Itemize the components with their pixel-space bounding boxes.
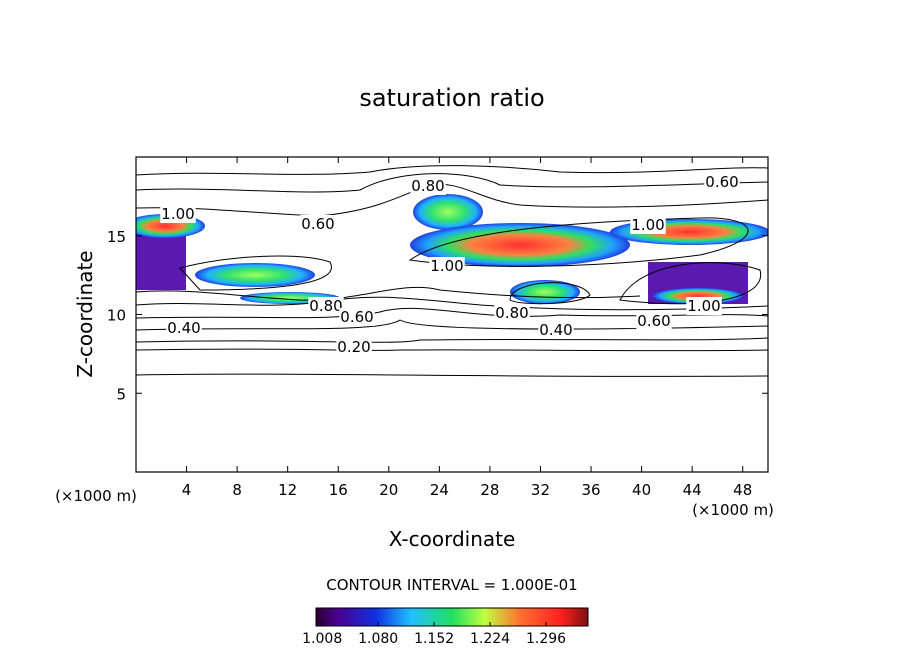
contour-label: 0.40 xyxy=(539,321,572,339)
x-tick-label: 40 xyxy=(632,481,651,499)
contour-label: 1.00 xyxy=(161,205,194,223)
contour-label: 0.60 xyxy=(340,308,373,326)
contour-label: 0.20 xyxy=(337,338,370,356)
contour-label-bg xyxy=(410,177,446,195)
contour-line xyxy=(136,307,768,319)
contour-label-bg xyxy=(630,216,666,234)
contour-line xyxy=(136,337,768,343)
colorbar-tick-label: 1.296 xyxy=(526,631,566,647)
contour-line xyxy=(136,286,641,301)
x-unit-left: (×1000 m) xyxy=(55,487,137,505)
contour-line xyxy=(179,255,332,291)
x-tick-label: 24 xyxy=(430,481,449,499)
x-tick-label: 28 xyxy=(480,481,499,499)
contour-label: 1.00 xyxy=(687,297,720,315)
region xyxy=(136,230,186,290)
y-tick-label: 15 xyxy=(107,228,126,246)
contour-label-bg xyxy=(686,297,722,315)
region xyxy=(410,223,630,267)
x-tick-label: 44 xyxy=(683,481,702,499)
contour-line xyxy=(136,319,768,331)
contour-label: 0.80 xyxy=(411,177,444,195)
contour-line xyxy=(408,217,749,267)
contour-interval: CONTOUR INTERVAL = 1.000E-01 xyxy=(326,576,577,594)
chart-title: saturation ratio xyxy=(359,84,544,112)
x-tick-label: 4 xyxy=(182,481,192,499)
contour-label: 0.80 xyxy=(309,297,342,315)
contour-label: 0.60 xyxy=(637,312,670,330)
colorbar xyxy=(315,607,589,627)
contour-label-bg xyxy=(704,173,740,191)
x-tick-label: 12 xyxy=(278,481,297,499)
contour-line xyxy=(509,282,591,305)
x-tick-label: 8 xyxy=(232,481,242,499)
colorbar-tick-label: 1.224 xyxy=(470,631,510,647)
contour-label: 0.60 xyxy=(705,173,738,191)
contour-line xyxy=(136,296,768,311)
y-axis-label: Z-coordinate xyxy=(73,250,97,377)
contour-label-bg xyxy=(636,312,672,330)
x-axis-label: X-coordinate xyxy=(389,527,516,551)
contour-label-bg xyxy=(308,297,344,315)
x-tick-label: 20 xyxy=(379,481,398,499)
contour-line xyxy=(136,165,768,176)
y-tick-label: 10 xyxy=(107,307,126,325)
region xyxy=(510,280,580,304)
contour-label-bg xyxy=(339,308,375,326)
contour-label-bg xyxy=(336,338,372,356)
contour-label-bg xyxy=(429,257,465,275)
contour-label-bg xyxy=(166,319,202,337)
contour-label: 1.00 xyxy=(631,216,664,234)
contour-label: 0.40 xyxy=(167,319,200,337)
contour-label: 0.60 xyxy=(301,215,334,233)
region xyxy=(195,263,315,287)
x-tick-label: 48 xyxy=(733,481,752,499)
contour-label-bg xyxy=(494,304,530,322)
contour-label-bg xyxy=(538,321,574,339)
contour-label-bg xyxy=(160,205,196,223)
x-tick-label: 16 xyxy=(329,481,348,499)
x-tick-label: 36 xyxy=(581,481,600,499)
contour-lines xyxy=(136,165,768,377)
x-unit-right: (×1000 m) xyxy=(692,501,774,519)
colorbar-tick-label: 1.152 xyxy=(414,631,454,647)
contour-line xyxy=(136,373,768,377)
contour-label-bg xyxy=(300,215,336,233)
contour-label: 1.00 xyxy=(430,257,463,275)
contour-label: 0.80 xyxy=(495,304,528,322)
contour-line xyxy=(136,173,768,193)
y-tick-label: 5 xyxy=(116,385,126,403)
colorbar-tick-label: 1.008 xyxy=(302,631,342,647)
contour-line xyxy=(136,348,768,352)
x-tick-label: 32 xyxy=(531,481,550,499)
colorbar-tick-label: 1.080 xyxy=(358,631,398,647)
region xyxy=(413,194,483,230)
